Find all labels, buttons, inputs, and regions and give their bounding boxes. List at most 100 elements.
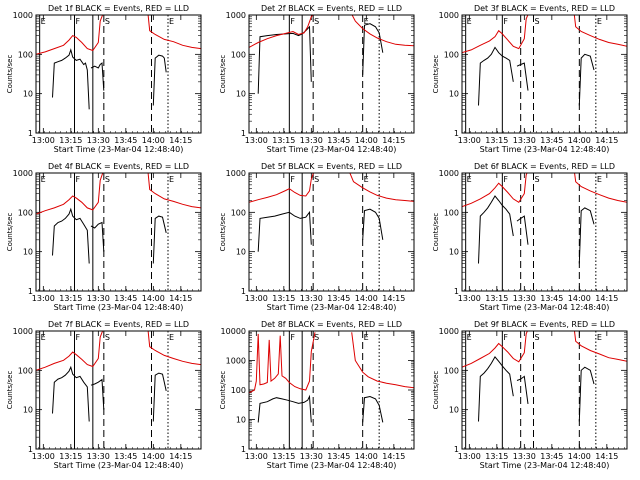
event-marker-label: F — [290, 17, 295, 26]
lld-series-line — [147, 331, 201, 366]
panel-title: Det 7f BLACK = Events, RED = LLD — [48, 320, 189, 329]
x-tick-label: 13:15 — [59, 294, 82, 303]
y-tick-label: 10 — [23, 406, 33, 415]
event-marker-label: S — [105, 17, 110, 26]
event-marker-label: S — [105, 333, 110, 342]
x-tick-label: 13:30 — [300, 294, 323, 303]
event-marker-label: S — [314, 333, 319, 342]
events-series-line — [52, 207, 90, 264]
y-axis-label: Counts/sec — [432, 371, 440, 410]
x-tick-label: 14:15 — [382, 294, 405, 303]
x-tick-label: 14:00 — [355, 294, 378, 303]
lld-series-line — [36, 15, 104, 55]
panel-title: Det 3f BLACK = Events, RED = LLD — [474, 4, 615, 13]
detector-panel: 1 10 100 1000 13:00 13:15 13:30 13:45 14:00 14:15… — [219, 162, 415, 312]
y-axis-label: Counts/sec — [432, 213, 440, 252]
event-marker-label: E — [169, 333, 174, 342]
plot-frame — [461, 172, 628, 292]
detector-panel: 1 10 100 1000 13:00 13:15 13:30 13:45 14:00 14:15… — [432, 4, 628, 154]
y-tick-label: 100 — [231, 50, 246, 59]
events-series-line — [90, 378, 105, 410]
plot-frame — [248, 14, 415, 134]
events-series-line — [516, 62, 529, 91]
y-tick-label: 1000 — [13, 169, 33, 178]
x-tick-label: 13:45 — [327, 452, 350, 461]
x-tick-label: 13:30 — [513, 136, 536, 145]
lld-series-line — [349, 173, 414, 202]
y-tick-label: 100 — [18, 366, 33, 375]
lld-series-line — [573, 331, 627, 362]
x-axis-label: Start Time (23-Mar-04 12:48:40) — [54, 461, 184, 470]
x-tick-label: 14:00 — [568, 294, 591, 303]
events-series-line — [578, 366, 595, 422]
panel-title: Det 1f BLACK = Events, RED = LLD — [48, 4, 189, 13]
detector-panel: 1 10 100 1000 13:00 13:15 13:30 13:45 14:00 14:15… — [6, 162, 202, 312]
x-tick-label: 13:00 — [245, 136, 268, 145]
x-tick-label: 13:00 — [32, 136, 55, 145]
x-tick-label: 13:15 — [272, 452, 295, 461]
x-tick-label: 13:00 — [458, 294, 481, 303]
lld-series-line — [462, 15, 529, 54]
event-marker-label: F — [76, 175, 81, 184]
y-tick-label: 1000 — [439, 327, 459, 336]
event-marker-label: E — [364, 17, 369, 26]
event-marker-label: E — [169, 17, 174, 26]
event-marker-label: S — [314, 175, 319, 184]
y-tick-label: 1 — [454, 287, 459, 296]
x-tick-label: 13:30 — [513, 452, 536, 461]
x-tick-label: 14:15 — [169, 136, 192, 145]
event-marker-label: E — [41, 175, 46, 184]
x-tick-label: 14:15 — [595, 452, 618, 461]
x-tick-label: 13:45 — [327, 136, 350, 145]
lld-series-line — [462, 173, 528, 208]
events-series-line — [362, 208, 384, 240]
events-series-line — [478, 356, 514, 422]
y-tick-label: 1000 — [13, 327, 33, 336]
events-series-line — [52, 365, 90, 422]
events-series-line — [90, 62, 105, 91]
plot-frame — [35, 330, 202, 450]
y-tick-label: 10 — [449, 248, 459, 257]
x-tick-label: 14:00 — [568, 136, 591, 145]
plot-frame — [35, 14, 202, 134]
plot-frame — [248, 330, 415, 450]
panel-title: Det 4f BLACK = Events, RED = LLD — [48, 162, 189, 171]
events-series-line — [516, 215, 529, 245]
x-tick-label: 13:00 — [245, 452, 268, 461]
event-marker-label: E — [467, 17, 472, 26]
x-axis-label: Start Time (23-Mar-04 12:48:40) — [267, 461, 397, 470]
events-series-line — [516, 375, 529, 404]
events-series-line — [52, 48, 90, 110]
y-tick-label: 100 — [18, 50, 33, 59]
x-tick-label: 13:00 — [458, 136, 481, 145]
y-tick-label: 1 — [241, 287, 246, 296]
y-tick-label: 1 — [28, 287, 33, 296]
y-tick-label: 1 — [454, 445, 459, 454]
detector-panel: 1 10 100 1000 13:00 13:15 13:30 13:45 14:00 14:15… — [6, 4, 202, 154]
y-tick-label: 10 — [236, 248, 246, 257]
lld-series-line — [36, 331, 104, 371]
event-marker-label: E — [467, 333, 472, 342]
y-tick-label: 1000 — [439, 169, 459, 178]
lld-series-line — [147, 15, 201, 50]
x-tick-label: 14:00 — [568, 452, 591, 461]
x-tick-label: 14:00 — [142, 136, 165, 145]
x-tick-label: 13:15 — [485, 136, 508, 145]
y-tick-label: 10 — [23, 248, 33, 257]
plot-frame — [461, 14, 628, 134]
y-tick-label: 10 — [449, 90, 459, 99]
plot-frame — [461, 330, 628, 450]
x-tick-label: 14:15 — [595, 294, 618, 303]
x-tick-label: 13:45 — [540, 294, 563, 303]
event-marker-label: E — [169, 175, 174, 184]
x-tick-label: 13:30 — [87, 452, 110, 461]
lld-series-line — [351, 332, 414, 389]
y-tick-label: 10 — [23, 90, 33, 99]
event-marker-label: E — [364, 333, 369, 342]
event-marker-label: E — [41, 333, 46, 342]
x-tick-label: 14:15 — [382, 452, 405, 461]
y-axis-label: Counts/sec — [219, 55, 227, 94]
y-axis-label: Counts/sec — [6, 213, 14, 252]
x-tick-label: 14:15 — [595, 136, 618, 145]
event-marker-label: F — [503, 175, 508, 184]
